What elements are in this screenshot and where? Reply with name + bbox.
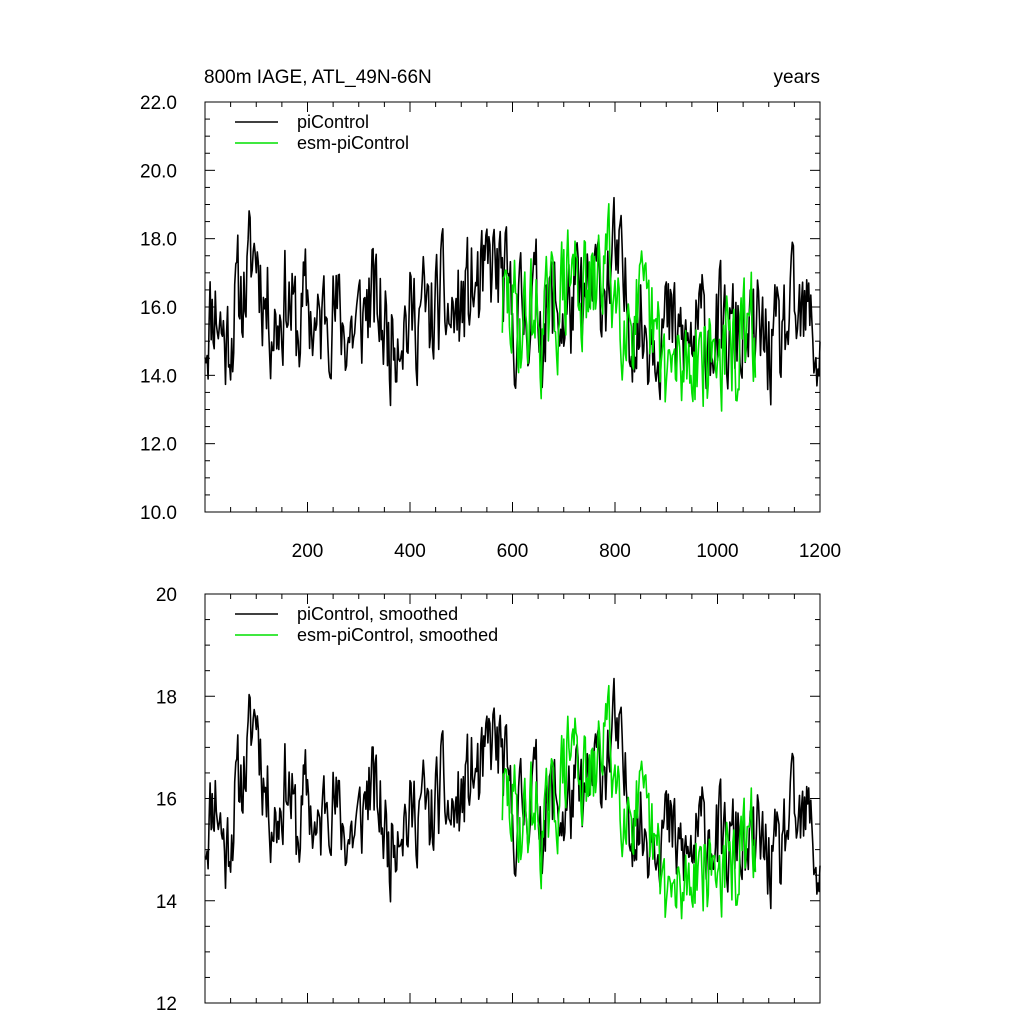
bottom-panel-frame	[204, 593, 821, 1004]
y-tick-label: 14	[156, 892, 178, 913]
y-tick-label: 20	[156, 585, 177, 606]
y-tick-label: 12.0	[140, 435, 177, 456]
y-tick-label: 16	[156, 790, 177, 811]
y-tick-label: 18	[156, 687, 177, 708]
top-panel: 200 400 600 800 1000 1200 10.0 12.0 14.0 16.0 18.0…	[140, 93, 841, 562]
bottom-panel: 12 14 16 18 20 piControl, smoothedesm-piCont…	[156, 585, 821, 1015]
legend-label: piControl	[297, 112, 369, 132]
legend-label: esm-piControl, smoothed	[297, 625, 498, 645]
y-tick-label: 20.0	[140, 161, 177, 182]
x-tick-label: 600	[497, 541, 529, 562]
legend-label: piControl, smoothed	[297, 604, 458, 624]
y-tick-label: 10.0	[140, 503, 177, 524]
legend-label: esm-piControl	[297, 133, 409, 153]
top-panel-frame	[204, 101, 821, 513]
x-tick-label: 800	[599, 541, 631, 562]
bottom-panel-ticks: 12 14 16 18 20	[156, 585, 821, 1015]
chart-title: 800m IAGE, ATL_49N-66N	[204, 67, 432, 88]
y-tick-label: 22.0	[140, 93, 177, 114]
x-tick-label: 1000	[696, 541, 738, 562]
units-label: years	[774, 67, 820, 88]
x-tick-label: 200	[292, 541, 324, 562]
top-panel-ticks: 200 400 600 800 1000 1200 10.0 12.0 14.0 16.0 18.0…	[140, 93, 841, 562]
y-tick-label: 18.0	[140, 230, 177, 251]
x-tick-label: 400	[394, 541, 426, 562]
y-tick-label: 14.0	[140, 366, 177, 387]
x-tick-label: 1200	[799, 541, 841, 562]
series-line-esm-picontrol	[501, 203, 757, 412]
y-tick-label: 12	[156, 994, 177, 1015]
top-panel-series	[204, 196, 821, 412]
y-tick-label: 16.0	[140, 298, 177, 319]
bottom-panel-series	[204, 677, 821, 920]
series-line-esm-picontrol	[501, 684, 757, 920]
